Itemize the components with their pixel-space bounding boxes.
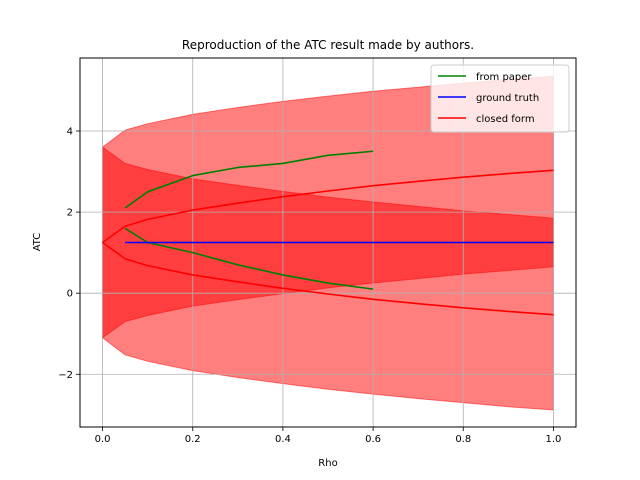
- legend: from paper ground truth closed form: [430, 64, 570, 133]
- y-tick-label-1: 0: [67, 289, 73, 300]
- confidence-bands: [102, 75, 554, 411]
- series-line-closed-form-2: [102, 241, 554, 316]
- series-lines: [102, 150, 554, 316]
- x-tick-label-0: 0.0: [95, 434, 111, 445]
- series-line-closed-form-1: [102, 169, 554, 244]
- x-tick-label-4: 0.8: [455, 434, 471, 445]
- axis-ticks: 0.0 0.2 0.4 0.6 0.8 1.0 −2 0 2 4: [58, 126, 561, 445]
- legend-box: [430, 64, 570, 133]
- series-line-from-paper-1: [124, 150, 374, 209]
- y-axis-label: ATC: [32, 233, 43, 252]
- legend-label-closed-form: closed form: [476, 114, 535, 125]
- y-tick-label-0: −2: [58, 370, 73, 381]
- legend-label-ground-truth: ground truth: [476, 93, 539, 104]
- y-tick-label-2: 2: [67, 208, 73, 219]
- x-tick-label-3: 0.6: [365, 434, 381, 445]
- legend-label-from-paper: from paper: [476, 72, 532, 83]
- chart-title: Reproduction of the ATC result made by a…: [182, 38, 474, 52]
- y-tick-label-3: 4: [67, 126, 73, 137]
- x-axis-label: Rho: [318, 458, 337, 469]
- x-tick-label-2: 0.4: [275, 434, 291, 445]
- x-tick-label-1: 0.2: [185, 434, 201, 445]
- x-tick-label-5: 1.0: [546, 434, 562, 445]
- plot-frame: [79, 57, 577, 428]
